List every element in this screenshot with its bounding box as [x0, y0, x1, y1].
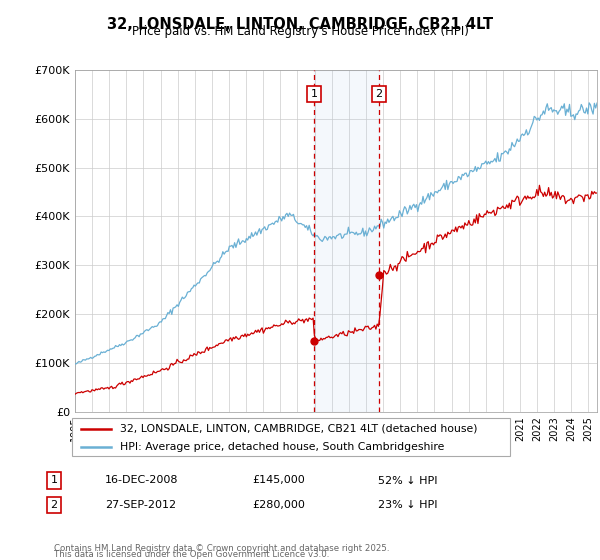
Text: Price paid vs. HM Land Registry's House Price Index (HPI): Price paid vs. HM Land Registry's House …: [131, 25, 469, 38]
Text: 27-SEP-2012: 27-SEP-2012: [105, 500, 176, 510]
Text: 16-DEC-2008: 16-DEC-2008: [105, 475, 179, 486]
Text: 52% ↓ HPI: 52% ↓ HPI: [378, 475, 437, 486]
Text: 32, LONSDALE, LINTON, CAMBRIDGE, CB21 4LT (detached house): 32, LONSDALE, LINTON, CAMBRIDGE, CB21 4L…: [120, 424, 478, 434]
Text: 2: 2: [50, 500, 58, 510]
Text: This data is licensed under the Open Government Licence v3.0.: This data is licensed under the Open Gov…: [54, 550, 329, 559]
Text: HPI: Average price, detached house, South Cambridgeshire: HPI: Average price, detached house, Sout…: [120, 442, 445, 452]
Text: Contains HM Land Registry data © Crown copyright and database right 2025.: Contains HM Land Registry data © Crown c…: [54, 544, 389, 553]
Bar: [314, 70, 379, 412]
Text: 23% ↓ HPI: 23% ↓ HPI: [378, 500, 437, 510]
Text: £145,000: £145,000: [252, 475, 305, 486]
Text: 2: 2: [375, 89, 382, 99]
Text: 32, LONSDALE, LINTON, CAMBRIDGE, CB21 4LT: 32, LONSDALE, LINTON, CAMBRIDGE, CB21 4L…: [107, 17, 493, 32]
FancyBboxPatch shape: [72, 418, 510, 456]
Text: £280,000: £280,000: [252, 500, 305, 510]
Text: 1: 1: [310, 89, 317, 99]
Text: 1: 1: [50, 475, 58, 486]
